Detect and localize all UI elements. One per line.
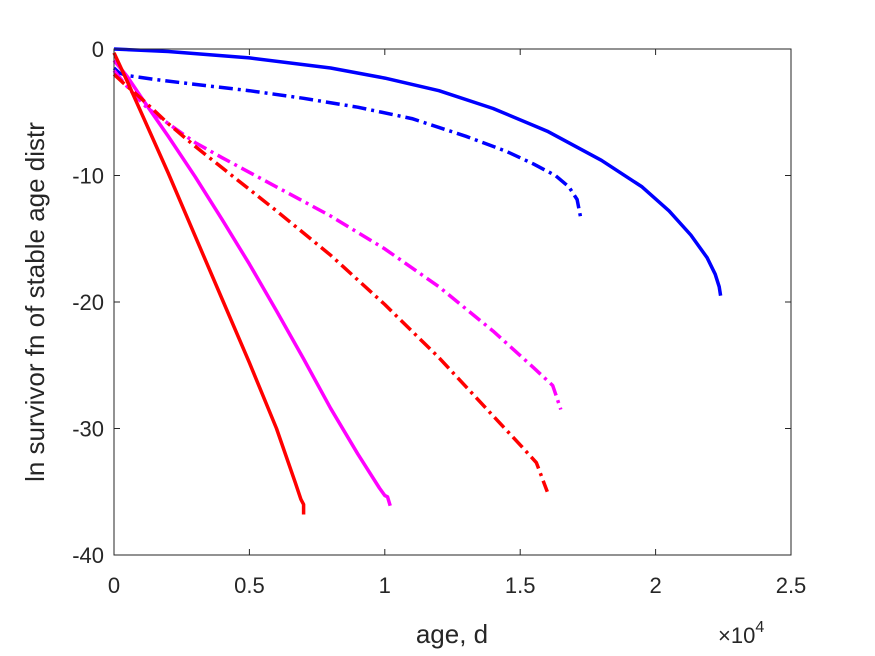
x-tick-label: 1.5 [505, 573, 536, 598]
series-line-6 [112, 52, 306, 515]
series-line-4 [112, 59, 392, 507]
series-line-5 [112, 73, 549, 493]
x-tick-label: 0 [108, 573, 120, 598]
x-tick-label: 1 [379, 573, 391, 598]
x-axis-multiplier-exponent: 4 [755, 619, 764, 636]
x-tick-label: 2 [649, 573, 661, 598]
series-line-2 [112, 66, 583, 221]
series-line-3 [112, 69, 563, 411]
x-axis-multiplier: ×104 [718, 619, 764, 648]
plot-area [114, 49, 791, 555]
series-layer [112, 47, 723, 515]
x-axis-label: age, d [416, 619, 488, 649]
x-axis-multiplier-base: ×10 [718, 623, 755, 648]
y-tick-label: -10 [72, 164, 104, 189]
y-tick-label: -20 [72, 290, 104, 315]
x-tick-label: 0.5 [234, 573, 265, 598]
y-tick-label: -30 [72, 417, 104, 442]
x-tick-label: 2.5 [776, 573, 807, 598]
y-tick-label: 0 [92, 37, 104, 62]
y-tick-label: -40 [72, 543, 104, 568]
tick-layer: 0 0.5 1 1.5 2 2.5 0 -10 -20 -30 -40 [72, 37, 806, 598]
y-axis-label: ln survivor fn of stable age distr [20, 122, 50, 482]
series-line-1 [113, 47, 723, 296]
